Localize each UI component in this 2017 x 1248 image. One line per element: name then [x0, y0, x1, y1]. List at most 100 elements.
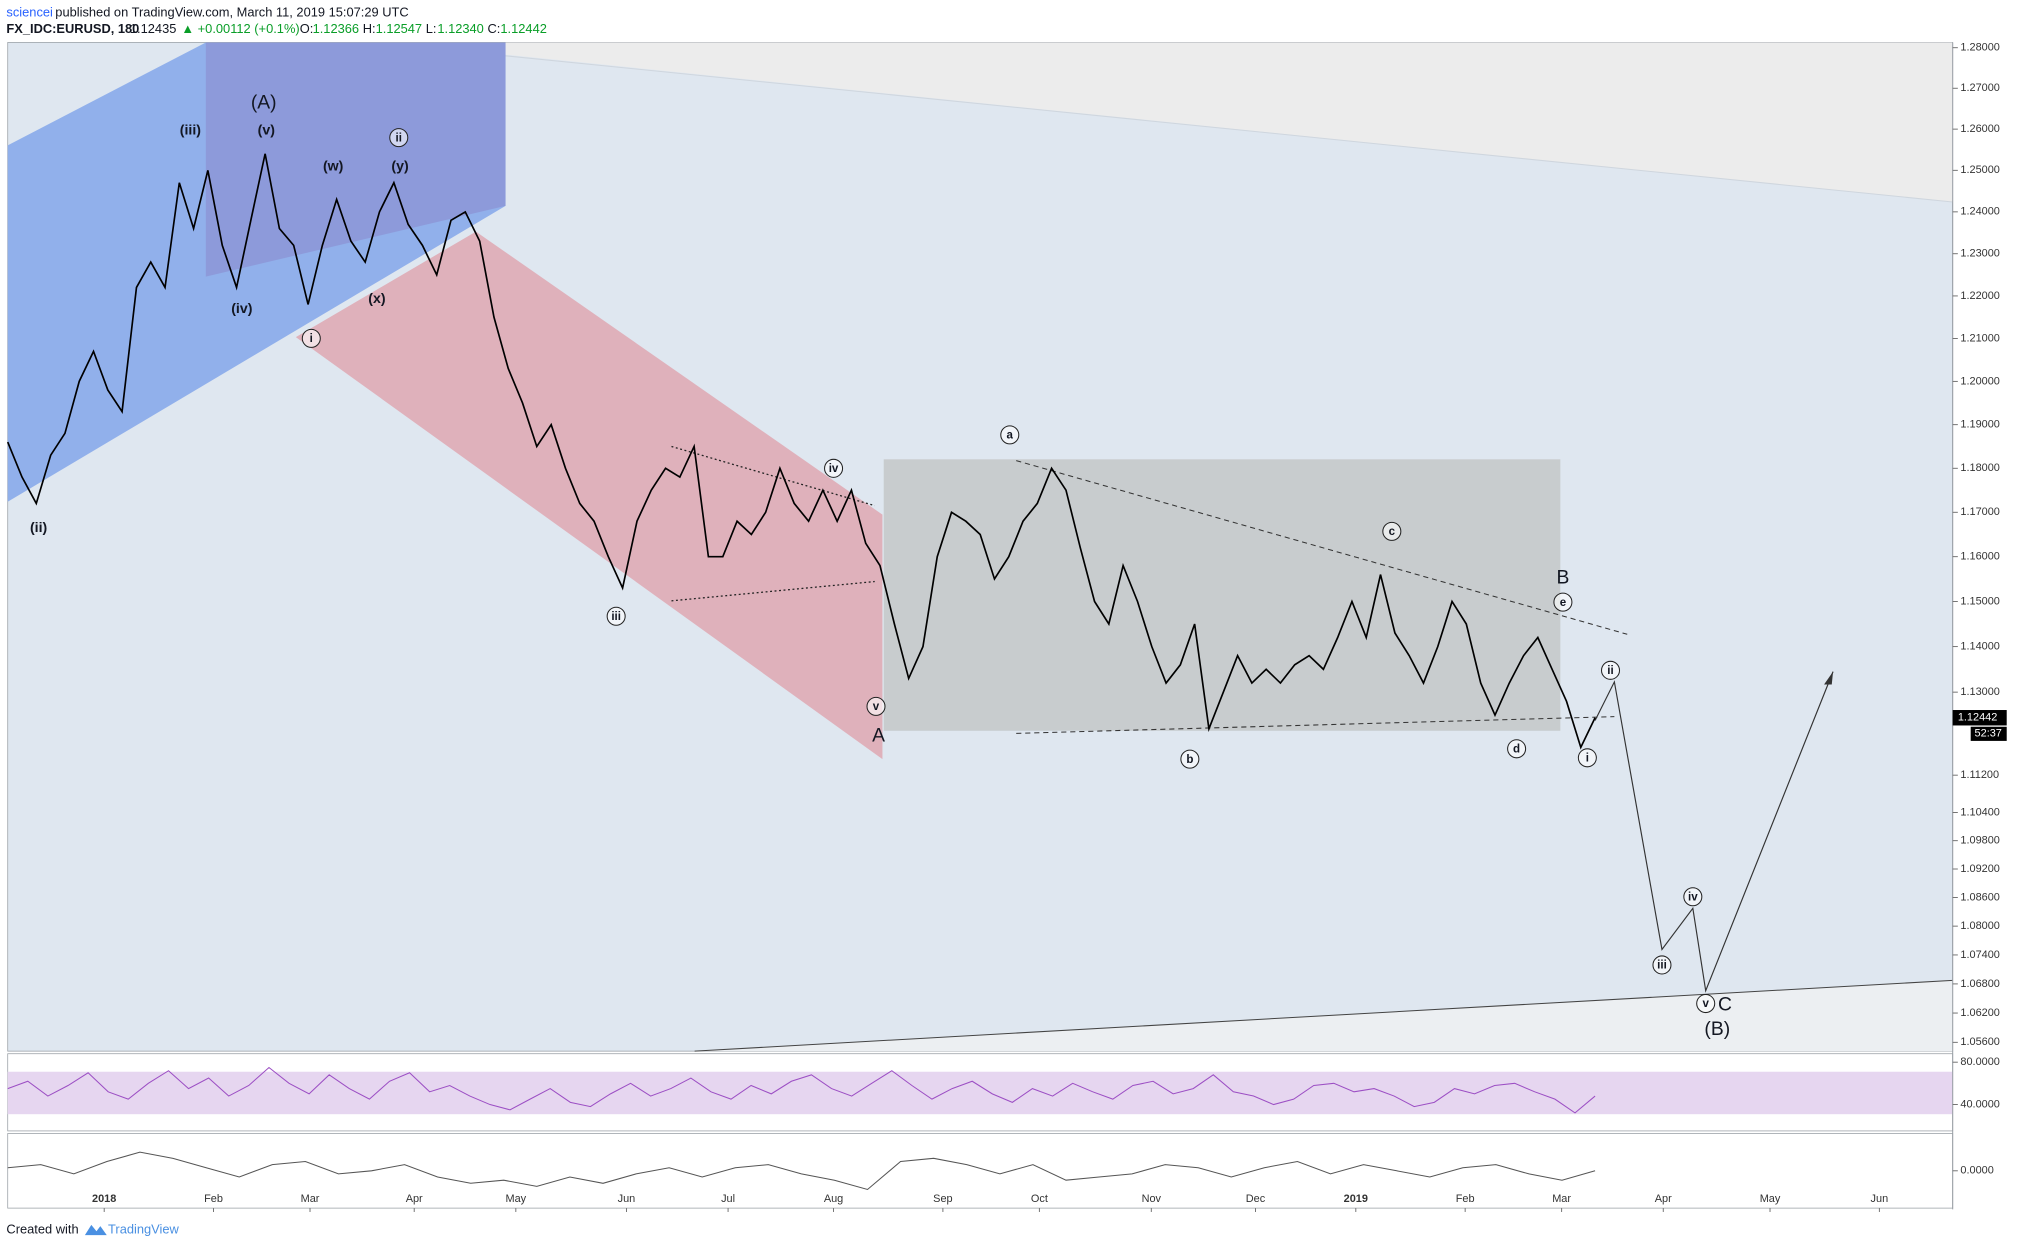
footer-brand[interactable]: TradingView [108, 1221, 179, 1236]
price-line [7, 1151, 1596, 1191]
projection-arrow [1824, 671, 1834, 685]
change: ▲ +0.00112 (+0.1%) [181, 21, 299, 36]
price-line [7, 1066, 1596, 1114]
wave-label: (iv) [231, 300, 252, 316]
wave-circle [1600, 660, 1621, 680]
wave-label: d [1513, 744, 1520, 756]
x-tick-label: Dec [1246, 1193, 1266, 1205]
wave-circle [606, 606, 626, 626]
wave-label: (B) [1704, 1019, 1730, 1040]
y-tick-label: 1.06200 [1960, 1007, 1999, 1019]
wave-label: C [1718, 995, 1732, 1016]
y-tick-label: 1.18000 [1960, 462, 1999, 474]
published: published on TradingView.com, March 11, … [55, 4, 408, 19]
dotted-line [671, 445, 875, 507]
brand-logo [84, 1224, 107, 1236]
wave-label: A [872, 726, 885, 747]
y-tick-label: 1.27000 [1960, 82, 1999, 94]
x-tick-label: Aug [824, 1193, 843, 1205]
y-tick-label: 1.16000 [1960, 551, 1999, 563]
wave-circle [1553, 592, 1573, 612]
countdown: 52:37 [1975, 728, 2002, 740]
wave-label: i [1586, 753, 1589, 765]
x-tick-label: Jun [1871, 1193, 1889, 1205]
wave-label: (iii) [180, 121, 201, 137]
wave-circle [1507, 739, 1527, 759]
wave-label: (y) [391, 157, 408, 173]
y-tick-label: 40.0000 [1960, 1098, 1999, 1110]
x-tick-label: May [506, 1193, 527, 1205]
x-tick-label: Mar [1552, 1193, 1571, 1205]
footer-bg [0, 1209, 2017, 1248]
dashed-line [1016, 716, 1615, 734]
wave-box [205, 42, 506, 277]
low: 1.12340 [437, 21, 483, 36]
x-tick-label: Jun [618, 1193, 636, 1205]
y-tick-label: 1.15000 [1960, 595, 1999, 607]
footer-created: Created with [6, 1221, 78, 1236]
x-tick-label: 2018 [92, 1193, 116, 1205]
y-tick-label: 1.14000 [1960, 640, 1999, 652]
y-tick-label: 1.20000 [1960, 375, 1999, 387]
x-tick-label: Apr [406, 1193, 423, 1205]
wave-label: (ii) [30, 519, 47, 535]
wave-label: iv [1688, 891, 1698, 903]
projection [1594, 671, 1834, 993]
wave-label: a [1007, 430, 1014, 442]
close: 1.12442 [500, 21, 546, 36]
y-tick-label: 1.07400 [1960, 949, 1999, 961]
author[interactable]: sciencei [6, 4, 52, 19]
x-tick-label: Mar [301, 1193, 320, 1205]
wave-label: ii [1607, 665, 1613, 677]
y-tick-label: 1.09800 [1960, 835, 1999, 847]
wave-circle [1683, 887, 1703, 907]
x-tick-label: 2019 [1344, 1193, 1368, 1205]
y-tick-label: 1.28000 [1960, 42, 1999, 54]
y-tick-label: 1.21000 [1960, 332, 1999, 344]
y-tick-label: 80.0000 [1960, 1056, 1999, 1068]
close-label: C: [488, 21, 501, 36]
wave-label: i [310, 333, 313, 345]
x-tick-label: Nov [1142, 1193, 1162, 1205]
last-price-label: 1.12442 [1958, 712, 1997, 724]
y-tick-label: 1.19000 [1960, 419, 1999, 431]
y-tick-label: 1.08600 [1960, 891, 1999, 903]
wave-circle [824, 458, 844, 478]
wave-circle [1696, 994, 1716, 1014]
dashed-line [1016, 460, 1628, 635]
high: 1.12547 [376, 21, 422, 36]
wave-label: B [1556, 567, 1569, 588]
trend-line [385, 43, 1953, 203]
wave-circle [1000, 425, 1020, 445]
x-tick-label: Apr [1655, 1193, 1672, 1205]
last-price-tag [1952, 710, 2007, 726]
x-tick-label: Feb [1456, 1193, 1475, 1205]
wave-label: c [1389, 526, 1396, 538]
y-tick-label: 1.17000 [1960, 506, 1999, 518]
wave-label: v [873, 701, 880, 713]
countdown-tag [1970, 726, 2007, 741]
y-tick-label: 1.26000 [1960, 123, 1999, 135]
wave-label: iii [1657, 960, 1667, 972]
wave-label: (x) [368, 290, 385, 306]
high-label: H: [363, 21, 376, 36]
wave-circle [389, 128, 409, 148]
wave-circle [866, 696, 886, 716]
y-tick-label: 1.25000 [1960, 164, 1999, 176]
wave-label: ii [396, 132, 402, 144]
wave-circle [1577, 748, 1597, 768]
x-tick-label: Oct [1031, 1193, 1048, 1205]
y-tick-label: 1.09200 [1960, 863, 1999, 875]
y-tick-label: 0.0000 [1960, 1165, 1993, 1177]
open: 1.12366 [313, 21, 359, 36]
x-tick-label: Feb [204, 1193, 223, 1205]
wave-label: iv [829, 463, 839, 475]
price-line [6, 153, 1596, 750]
wave-circle [1382, 521, 1402, 541]
x-tick-label: Jul [721, 1193, 735, 1205]
wave-label: (w) [323, 157, 343, 173]
y-tick-label: 1.13000 [1960, 686, 1999, 698]
wave-circle [1180, 749, 1200, 769]
wave-label: (A) [251, 93, 277, 114]
